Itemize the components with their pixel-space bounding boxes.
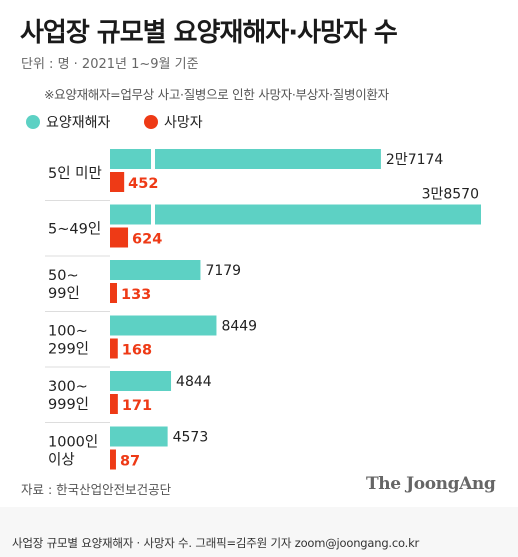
data-label-deaths: 452 (128, 176, 158, 192)
bar-chart: 5인 미만 2만7174 452 5~49인 3만8570 624 50~99인 7179 13… (45, 148, 481, 470)
category-label: 100~ (48, 323, 88, 339)
bar-deaths (110, 338, 118, 359)
data-label-injured: 3만8570 (422, 187, 479, 203)
source-note: 자료 : 한국산업안전보건공단 (21, 482, 172, 497)
category-label: 1000인 (48, 433, 98, 450)
footer: 사업장 규모별 요양재해자 · 사망자 수. 그래픽=김주원 기자 zoom@j… (0, 507, 518, 557)
graphic-credit: 사업장 규모별 요양재해자 · 사망자 수. 그래픽=김주원 기자 zoom@j… (12, 536, 420, 550)
category-label: 99인 (48, 285, 80, 302)
bar-deaths (110, 449, 116, 470)
data-label-injured: 8449 (221, 319, 257, 335)
data-label-deaths: 133 (121, 287, 151, 303)
brand-logo: The JoongAng (366, 474, 496, 494)
legend-label-injured: 요양재해자 (46, 115, 111, 131)
legend-label-deaths: 사망자 (164, 115, 203, 131)
legend-swatch-injured (26, 115, 40, 129)
legend-item-injured: 요양재해자 (26, 112, 110, 132)
bar-injured (110, 204, 481, 225)
bar-deaths (110, 394, 118, 414)
data-label-injured: 2만7174 (386, 152, 444, 168)
category-label: 999인 (48, 396, 89, 413)
category-label: 50~ (48, 268, 79, 284)
bar-deaths (110, 172, 125, 192)
data-label-injured: 7179 (205, 263, 241, 279)
bar-injured (110, 260, 201, 280)
unit-note: 단위 : 명 · 2021년 1~9월 기준 (21, 57, 199, 72)
data-label-deaths: 624 (132, 232, 162, 248)
category-label: 이상 (48, 451, 75, 468)
data-label-deaths: 168 (122, 343, 152, 359)
data-label-injured: 4573 (173, 430, 209, 446)
chart-title: 사업장 규모별 요양재해자·사망자 수 (20, 18, 398, 48)
bar-injured (110, 315, 217, 336)
data-label-deaths: 171 (122, 398, 152, 414)
bar-injured (110, 149, 381, 169)
bar-deaths (110, 227, 129, 248)
bar-deaths (110, 283, 117, 303)
legend-item-deaths: 사망자 (144, 112, 203, 132)
category-label: 5~49인 (48, 220, 101, 237)
category-label: 5인 미만 (48, 165, 102, 182)
bar-injured (110, 371, 172, 391)
bar-injured (110, 426, 168, 447)
data-label-injured: 4844 (176, 374, 212, 390)
category-label: 299인 (48, 340, 89, 357)
category-label: 300~ (48, 379, 88, 395)
definition-note: ※요양재해자=업무상 사고·질병으로 인한 사망자·부상자·질병이환자 (44, 87, 389, 102)
data-label-deaths: 87 (120, 454, 140, 470)
legend-swatch-deaths (144, 115, 158, 129)
